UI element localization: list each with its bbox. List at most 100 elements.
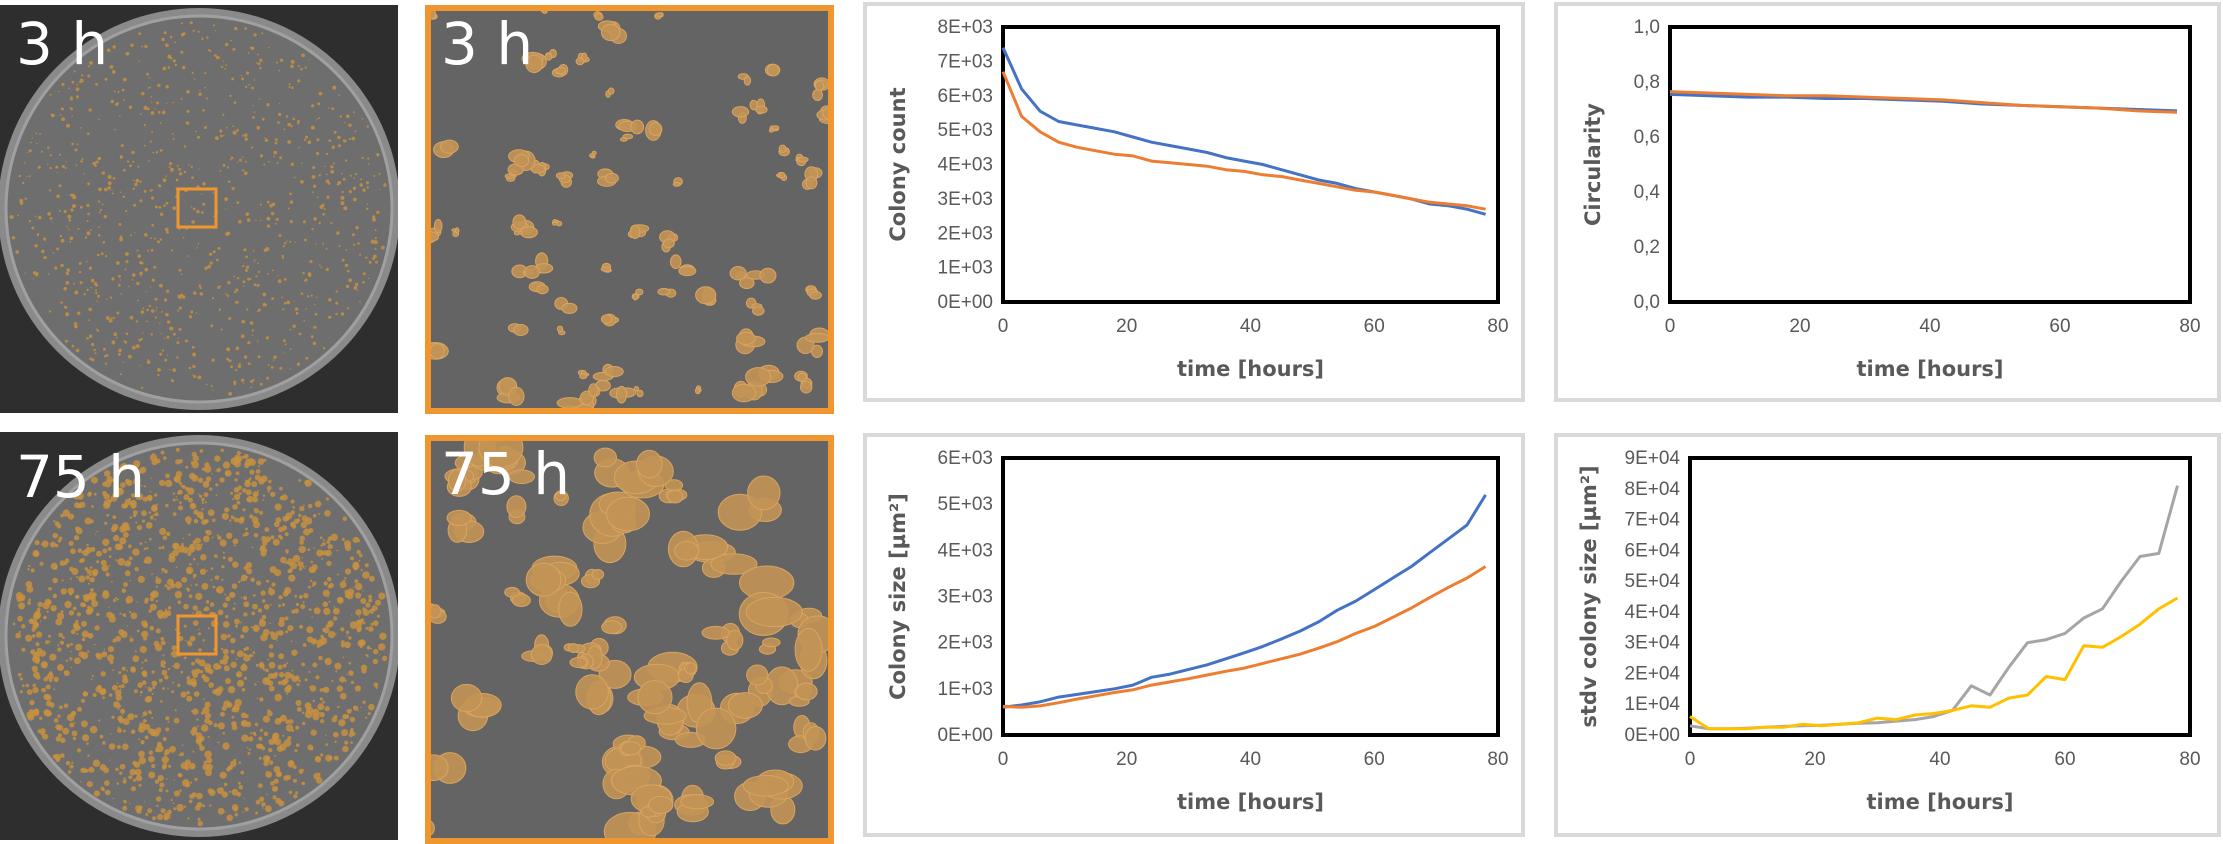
colony-dot <box>151 309 155 313</box>
colony-dot <box>209 789 216 796</box>
colony-dot <box>237 161 238 162</box>
colony-dot <box>200 670 203 673</box>
colony-dot <box>49 654 56 661</box>
colony-dot <box>289 368 290 369</box>
colony-dot <box>71 96 72 97</box>
colony-dot <box>258 608 262 612</box>
x-tick-label: 0 <box>1665 316 1676 337</box>
colony-dot <box>368 595 372 599</box>
colony-dot <box>271 583 275 587</box>
colony-dot <box>290 220 293 223</box>
colony-dot <box>186 696 192 702</box>
colony-dot <box>198 632 201 635</box>
colony-dot <box>87 213 90 216</box>
colony-dot <box>245 138 248 141</box>
colony-dot <box>146 73 149 76</box>
colony-dot <box>104 649 105 650</box>
colony-dot <box>123 196 125 198</box>
colony-dot <box>290 125 292 127</box>
colony-dot <box>277 275 278 276</box>
colony-blob <box>514 325 529 336</box>
colony-dot <box>165 480 172 487</box>
colony-dot <box>136 179 140 183</box>
colony-dot <box>42 541 49 548</box>
colony-dot <box>247 747 248 748</box>
colony-dot <box>104 780 110 786</box>
colony-dot <box>171 249 173 251</box>
colony-dot <box>77 143 79 145</box>
colony-blob <box>595 14 603 21</box>
colony-dot <box>81 621 87 627</box>
colony-dot <box>57 612 64 619</box>
colony-dot <box>18 602 25 609</box>
colony-dot <box>283 245 285 247</box>
colony-blob <box>637 450 663 477</box>
colony-dot <box>117 745 121 749</box>
colony-dot <box>315 313 318 316</box>
colony-dot <box>230 40 232 42</box>
colony-dot <box>192 72 194 74</box>
colony-dot <box>242 135 244 137</box>
colony-dot <box>316 297 318 299</box>
colony-dot <box>230 662 236 668</box>
colony-dot <box>298 679 301 682</box>
colony-dot <box>108 181 112 185</box>
colony-dot <box>115 103 118 106</box>
colony-dot <box>338 719 345 726</box>
colony-dot <box>142 308 144 310</box>
colony-dot <box>280 496 284 500</box>
colony-dot <box>350 175 352 177</box>
colony-dot <box>246 71 249 74</box>
colony-dot <box>201 724 209 732</box>
colony-dot <box>130 234 132 236</box>
colony-dot <box>292 670 294 672</box>
colony-dot <box>132 655 139 662</box>
colony-dot <box>70 643 73 646</box>
colony-dot <box>267 225 270 228</box>
colony-dot <box>140 113 142 115</box>
colony-dot <box>78 548 83 553</box>
colony-dot <box>35 216 37 218</box>
colony-dot <box>224 783 228 787</box>
colony-dot <box>259 663 264 668</box>
x-axis-title: time [hours] <box>1856 357 2003 381</box>
y-tick-label: 3E+04 <box>1625 633 1681 654</box>
colony-dot <box>266 103 269 106</box>
colony-dot <box>165 43 169 47</box>
colony-dot <box>338 144 341 147</box>
colony-dot <box>345 264 348 267</box>
colony-dot <box>254 683 256 685</box>
colony-dot <box>225 678 231 684</box>
colony-dot <box>250 732 252 734</box>
colony-dot <box>341 312 345 316</box>
colony-dot <box>245 604 248 607</box>
colony-dot <box>154 238 156 240</box>
colony-dot <box>84 293 86 295</box>
colony-dot <box>156 796 161 801</box>
colony-dot <box>65 558 70 563</box>
colony-dot <box>278 718 283 723</box>
colony-dot <box>344 122 345 123</box>
colony-dot <box>178 168 181 171</box>
colony-dot <box>223 556 226 559</box>
colony-dot <box>50 542 56 548</box>
colony-dot <box>320 719 324 723</box>
colony-dot <box>159 480 165 486</box>
colony-dot <box>94 349 96 351</box>
colony-dot <box>97 295 100 298</box>
colony-dot <box>192 374 193 375</box>
colony-dot <box>152 670 155 673</box>
colony-dot <box>253 261 254 262</box>
x-axis-title: time [hours] <box>1177 357 1324 381</box>
colony-dot <box>137 250 139 252</box>
colony-dot <box>282 525 287 530</box>
colony-dot <box>79 262 82 265</box>
colony-dot <box>163 665 166 668</box>
colony-dot <box>217 468 221 472</box>
colony-dot <box>76 633 78 635</box>
colony-dot <box>198 376 202 380</box>
colony-dot <box>50 94 52 96</box>
colony-dot <box>173 803 174 804</box>
colony-dot <box>268 364 270 366</box>
